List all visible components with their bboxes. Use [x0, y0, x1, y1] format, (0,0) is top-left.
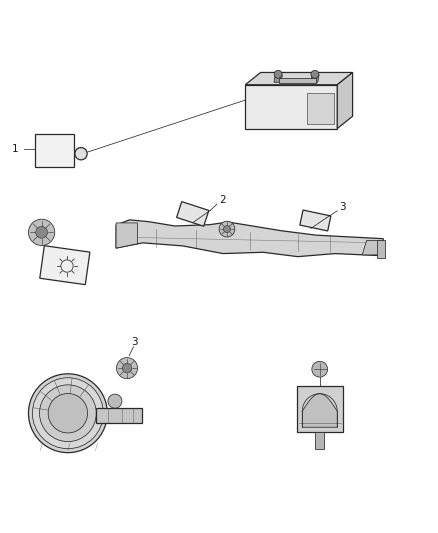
Text: 2: 2	[219, 195, 226, 205]
Circle shape	[28, 374, 107, 453]
Polygon shape	[40, 246, 90, 285]
Text: 3: 3	[339, 201, 346, 212]
Circle shape	[39, 385, 96, 442]
Circle shape	[48, 393, 88, 433]
Text: 3: 3	[131, 337, 138, 348]
Polygon shape	[177, 201, 209, 226]
Circle shape	[32, 378, 103, 449]
Circle shape	[219, 221, 235, 237]
Polygon shape	[362, 240, 383, 255]
Polygon shape	[297, 386, 343, 432]
Circle shape	[274, 70, 282, 78]
Polygon shape	[307, 93, 334, 124]
Circle shape	[36, 227, 47, 238]
Circle shape	[117, 358, 138, 378]
Circle shape	[312, 361, 328, 377]
Polygon shape	[377, 240, 385, 258]
Polygon shape	[96, 408, 142, 423]
Polygon shape	[302, 394, 337, 427]
Text: 1: 1	[12, 144, 19, 154]
Polygon shape	[311, 75, 319, 82]
Polygon shape	[315, 432, 324, 449]
Polygon shape	[300, 210, 331, 231]
Polygon shape	[279, 78, 316, 83]
Polygon shape	[337, 72, 353, 128]
Circle shape	[122, 364, 132, 373]
Circle shape	[223, 225, 230, 232]
Polygon shape	[116, 223, 138, 248]
Circle shape	[108, 394, 122, 408]
Polygon shape	[35, 134, 74, 167]
Polygon shape	[274, 75, 283, 82]
Circle shape	[75, 148, 87, 160]
Circle shape	[28, 219, 55, 246]
Polygon shape	[245, 72, 353, 85]
Polygon shape	[116, 220, 383, 257]
Circle shape	[311, 70, 319, 78]
Polygon shape	[245, 85, 337, 128]
